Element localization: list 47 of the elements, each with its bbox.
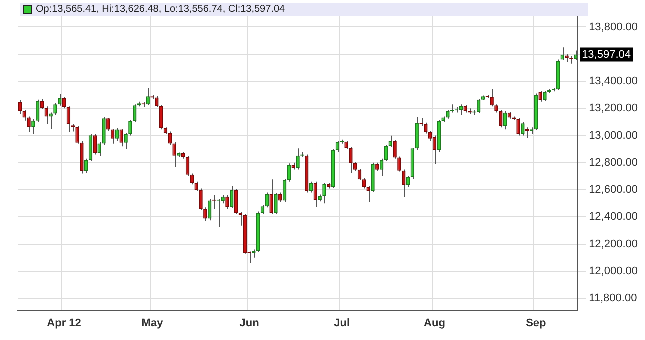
candlestick — [499, 110, 503, 128]
candlestick — [366, 185, 370, 204]
y-tick-label: 12,000.00 — [589, 265, 638, 278]
candlestick — [58, 93, 62, 106]
y-tick-label: 12,600.00 — [589, 184, 638, 196]
candlestick — [230, 185, 234, 209]
candlestick — [124, 132, 128, 150]
candlestick — [172, 142, 176, 168]
x-tick-label: Sep — [526, 317, 547, 330]
x-tick-label: Aug — [424, 317, 446, 330]
candlestick — [490, 88, 494, 108]
candlestick — [54, 102, 58, 116]
x-tick-label: Jun — [240, 317, 260, 330]
y-tick-label: 12,200.00 — [589, 238, 638, 250]
y-tick-label: 13,200.00 — [589, 102, 638, 115]
x-tick-label: Jul — [334, 317, 350, 330]
text: 13,597.04 — [582, 48, 631, 61]
annotation: Op:13,565.41, Hi:13,626.48, Lo:13,556.74, Cl:13,597.04 — [36, 3, 286, 16]
candlestick — [516, 118, 520, 136]
x-tick-label: May — [142, 317, 164, 330]
candlestick — [393, 140, 397, 160]
candlestick — [146, 88, 150, 106]
candlestick — [270, 179, 274, 215]
y-tick-label: 13,800.00 — [589, 21, 638, 34]
candlestick — [226, 194, 230, 210]
candlestick — [49, 112, 53, 130]
candlestick — [128, 120, 132, 136]
y-tick-label: 13,400.00 — [589, 76, 638, 88]
candlestick — [560, 47, 565, 61]
y-tick-label: 12,800.00 — [589, 156, 638, 169]
candlestick — [32, 119, 36, 135]
candlestick — [204, 207, 208, 222]
x-tick-label: Apr 12 — [47, 317, 82, 330]
y-tick-label: 11,800.00 — [589, 292, 638, 305]
candlestick — [106, 118, 110, 132]
candlestick — [424, 122, 428, 134]
candlestick — [543, 90, 547, 102]
candlestick — [274, 192, 278, 215]
candlestick — [322, 182, 326, 204]
candlestick — [336, 140, 340, 153]
candlestick — [296, 148, 300, 170]
candlestick — [538, 90, 542, 102]
candlestick — [278, 192, 282, 203]
candlestick — [398, 156, 402, 172]
y-tick-label: 12,400.00 — [589, 211, 638, 224]
candlestick — [521, 122, 525, 136]
y-tick-label: 13,000.00 — [589, 130, 638, 142]
